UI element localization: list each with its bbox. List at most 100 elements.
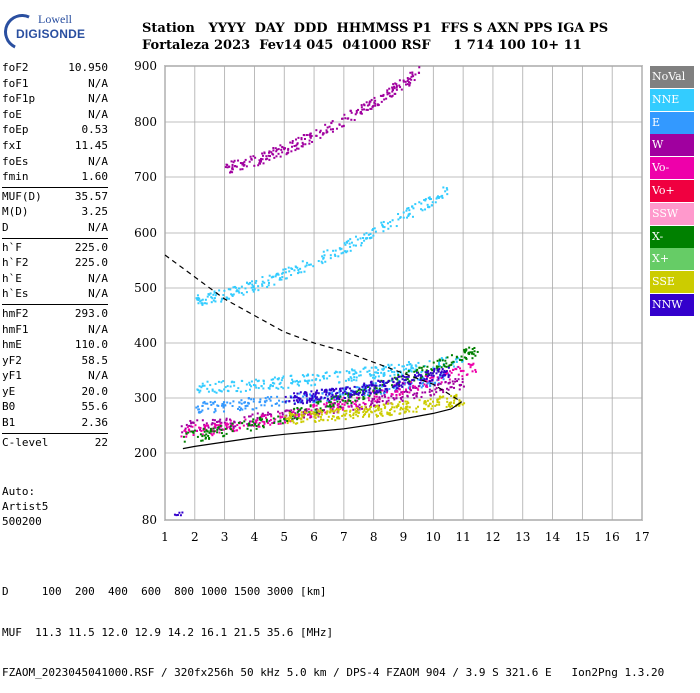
echo-point xyxy=(314,420,317,423)
legend-item-w: W xyxy=(650,134,694,157)
echo-point xyxy=(268,387,271,390)
echo-point xyxy=(308,412,311,415)
echo-point xyxy=(237,290,240,293)
echo-point xyxy=(251,280,254,283)
echo-point xyxy=(317,260,320,263)
echo-point xyxy=(262,379,265,382)
echo-point xyxy=(278,399,281,402)
echo-point xyxy=(437,378,440,381)
echo-point xyxy=(418,373,421,376)
echo-point xyxy=(348,396,351,399)
echo-point xyxy=(420,395,423,398)
echo-point xyxy=(279,155,282,158)
echo-point xyxy=(377,379,380,382)
echo-point xyxy=(376,398,379,401)
echo-point xyxy=(441,374,444,377)
echo-point xyxy=(211,430,214,433)
echo-point xyxy=(201,384,204,387)
echo-point xyxy=(192,434,195,437)
echo-point xyxy=(203,400,206,403)
echo-point xyxy=(396,385,399,388)
echo-point xyxy=(366,409,369,412)
echo-point xyxy=(263,414,266,417)
echo-point xyxy=(261,280,264,283)
param-row: foF1p N/A xyxy=(2,91,108,107)
echo-point xyxy=(366,384,369,387)
echo-point xyxy=(324,372,327,375)
legend-item-x-: X- xyxy=(650,225,694,248)
echo-point xyxy=(402,368,405,371)
echo-point xyxy=(436,367,439,370)
echo-point xyxy=(355,403,358,406)
echo-point xyxy=(385,387,388,390)
echo-point xyxy=(436,359,439,362)
echo-point xyxy=(204,298,207,301)
echo-point xyxy=(399,397,402,400)
echo-point xyxy=(209,384,212,387)
echo-point xyxy=(324,260,327,263)
echo-point xyxy=(437,370,440,373)
echo-point xyxy=(423,378,426,381)
echo-point xyxy=(211,388,214,391)
echo-point xyxy=(299,380,302,383)
echo-point xyxy=(301,145,304,148)
echo-point xyxy=(385,400,388,403)
echo-point xyxy=(238,401,241,404)
auto-label: Auto: xyxy=(2,485,36,498)
param-row: C-level 22 xyxy=(2,435,108,451)
echo-point xyxy=(393,370,396,373)
echo-point xyxy=(215,391,218,394)
echo-point xyxy=(233,430,236,433)
echo-point xyxy=(459,358,462,361)
param-name: foF2 xyxy=(2,61,29,74)
echo-point xyxy=(355,376,358,379)
echo-point xyxy=(337,403,340,406)
echo-point xyxy=(325,129,328,132)
echo-point xyxy=(269,399,272,402)
echo-point xyxy=(406,400,409,403)
echo-point xyxy=(354,400,357,403)
echo-point xyxy=(201,382,204,385)
echo-point xyxy=(438,365,441,368)
echo-point xyxy=(412,75,415,78)
echo-point xyxy=(406,207,409,210)
y-tick-label: 500 xyxy=(134,281,157,295)
echo-point xyxy=(222,406,225,409)
echo-point xyxy=(348,242,351,245)
echo-point xyxy=(353,369,356,372)
y-tick-label: 800 xyxy=(134,115,157,129)
param-name: B0 xyxy=(2,400,16,414)
echo-point xyxy=(304,265,307,268)
echo-point xyxy=(403,375,406,378)
echo-point xyxy=(281,413,284,416)
echo-point xyxy=(193,429,196,432)
echo-point xyxy=(428,374,431,377)
param-row: h`E N/A xyxy=(2,271,108,287)
echo-point xyxy=(297,269,300,272)
echo-point xyxy=(248,160,251,163)
echo-point xyxy=(297,414,300,417)
echo-point xyxy=(245,281,248,284)
echo-point xyxy=(441,389,444,392)
echo-point xyxy=(228,297,231,300)
echo-point xyxy=(214,409,217,412)
echo-point xyxy=(390,408,393,411)
echo-point xyxy=(350,118,353,121)
echo-point xyxy=(424,385,427,388)
echo-point xyxy=(336,396,339,399)
echo-point xyxy=(355,391,358,394)
echo-point xyxy=(303,414,306,417)
echo-point xyxy=(203,384,206,387)
echo-point xyxy=(195,406,198,409)
echo-point xyxy=(288,400,291,403)
echo-point xyxy=(223,388,226,391)
echo-point xyxy=(362,390,365,393)
echo-point xyxy=(450,386,453,389)
echo-point xyxy=(305,408,308,411)
echo-point xyxy=(336,397,339,400)
echo-point xyxy=(386,93,389,96)
echo-point xyxy=(371,398,374,401)
echo-point xyxy=(370,236,373,239)
echo-point xyxy=(406,83,409,86)
echo-point xyxy=(429,198,432,201)
